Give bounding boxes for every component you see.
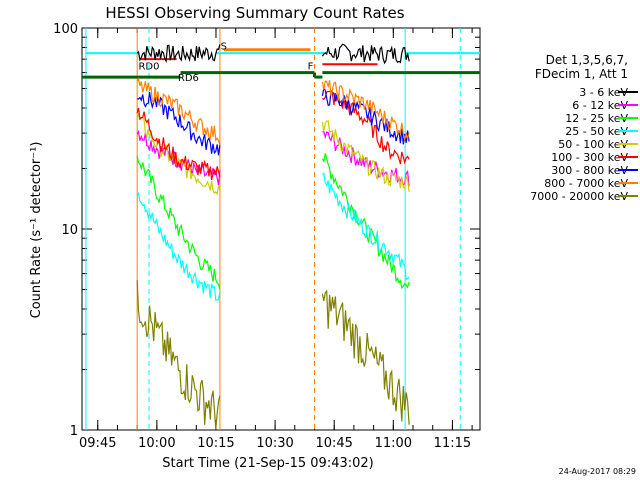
- x-tick-label: 10:15: [197, 436, 234, 451]
- legend-header-line-1: Det 1,3,5,6,7,: [546, 53, 628, 67]
- y-tick-label: 1: [70, 424, 78, 439]
- legend-label: 25 - 50 keV: [565, 125, 628, 138]
- series-line-1: [136, 44, 221, 64]
- x-tick-label: 09:45: [79, 436, 116, 451]
- series-line-8: [321, 80, 410, 142]
- plot-area: 1 10 100 09:45 10:00 10:15 10:30 10:45 11:00 11:1…: [53, 22, 481, 451]
- series-line-2: [136, 129, 221, 186]
- series-line-9: [321, 289, 410, 425]
- x-tick-label: 10:45: [315, 436, 352, 451]
- x-tick-label: 11:15: [434, 436, 471, 451]
- series-line-1: [321, 43, 410, 65]
- annotation-label: S: [221, 41, 227, 52]
- legend-label: 100 - 300 keV: [551, 151, 628, 164]
- series-line-8: [136, 77, 221, 146]
- y-tick-label: 100: [53, 22, 78, 37]
- y-tick-label: 10: [61, 223, 78, 238]
- chart-title: HESSI Observing Summary Count Rates: [105, 4, 404, 22]
- series-line-9: [136, 280, 221, 430]
- series-line-6: [322, 90, 410, 165]
- legend-label: 50 - 100 keV: [558, 138, 628, 151]
- series-line-4: [322, 172, 410, 281]
- legend-label: 300 - 800 keV: [551, 164, 628, 177]
- series-line-3: [321, 153, 410, 290]
- annotation-label: RD6: [178, 73, 199, 84]
- series-line-7: [137, 92, 221, 156]
- series-line-4: [136, 191, 221, 301]
- x-tick-label: 10:00: [138, 436, 175, 451]
- legend-label: 800 - 7000 keV: [544, 177, 628, 190]
- series-line-5: [321, 120, 410, 192]
- x-tick-label: 10:30: [256, 436, 293, 451]
- y-axis-label: Count Rate (s⁻¹ detector⁻¹): [29, 142, 44, 319]
- legend-label: 6 - 12 keV: [572, 99, 628, 112]
- legend-label: 7000 - 20000 keV: [530, 190, 628, 203]
- series-line-6: [136, 107, 221, 181]
- legend-label: 3 - 6 keV: [579, 86, 628, 99]
- legend-header-line-2: FDecim 1, Att 1: [535, 67, 628, 81]
- series-line-3: [136, 155, 221, 290]
- annotation-label: RD0: [138, 62, 159, 73]
- footer-date: 24-Aug-2017 08:29: [559, 467, 636, 476]
- x-tick-label: 11:00: [375, 436, 412, 451]
- annotation-label: F: [308, 62, 314, 73]
- x-axis-label: Start Time (21-Sep-15 09:43:02): [162, 456, 373, 471]
- legend-label: 12 - 25 keV: [565, 112, 628, 125]
